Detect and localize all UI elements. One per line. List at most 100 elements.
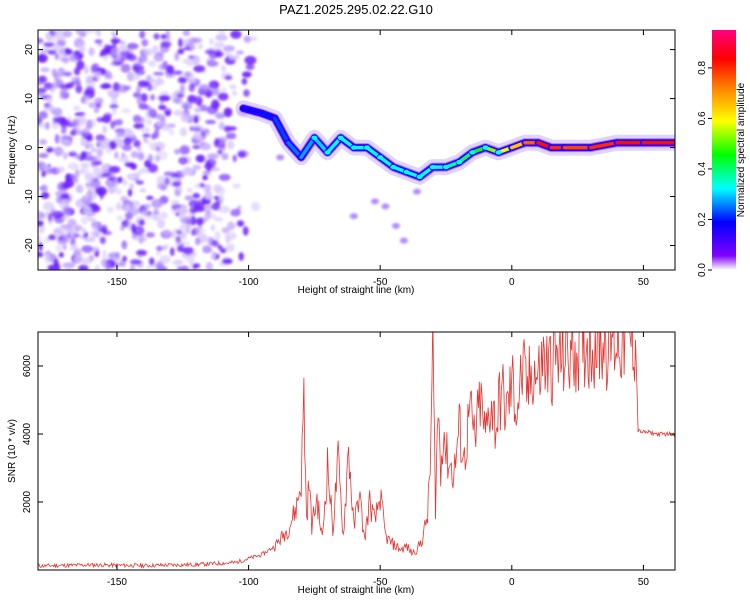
noise-blob	[46, 34, 53, 42]
noise-blob	[138, 167, 149, 174]
noise-blob	[143, 137, 148, 143]
noise-blob	[218, 173, 231, 181]
noise-blob	[230, 30, 242, 39]
noise-blob	[173, 109, 185, 116]
noise-blob	[39, 139, 48, 146]
noise-blob	[73, 248, 83, 257]
noise-blob	[108, 176, 118, 182]
noise-blob	[153, 33, 160, 40]
noise-blob	[139, 102, 148, 110]
noise-blob	[100, 83, 112, 90]
ridge-core	[273, 116, 290, 145]
noise-blob	[90, 179, 101, 188]
x-tick-label: 0	[509, 577, 515, 588]
noise-blob	[126, 173, 138, 181]
noise-blob	[229, 84, 237, 89]
noise-blob	[232, 183, 241, 190]
noise-blob	[391, 222, 400, 229]
noise-blob	[59, 120, 68, 129]
noise-blob	[141, 39, 149, 47]
noise-blob	[75, 76, 81, 87]
noise-blob	[206, 153, 218, 160]
noise-blob	[153, 52, 164, 62]
noise-blob	[224, 75, 233, 81]
y-tick-label: -10	[24, 189, 35, 204]
noise-blob	[197, 44, 203, 49]
noise-blob	[93, 71, 102, 79]
noise-blob	[217, 35, 226, 41]
noise-blob	[211, 202, 221, 211]
noise-blob	[136, 95, 142, 105]
noise-blob	[203, 164, 215, 169]
noise-blob	[61, 198, 71, 204]
noise-blob	[92, 30, 101, 34]
noise-blob	[236, 50, 244, 55]
noise-blob	[52, 116, 58, 124]
noise-blob	[242, 71, 252, 78]
noise-blob	[73, 105, 81, 111]
noise-blob	[74, 112, 86, 117]
noise-blob	[225, 243, 235, 252]
noise-blob	[276, 154, 285, 161]
noise-blob	[192, 164, 202, 170]
noise-blob	[87, 155, 99, 161]
noise-blob	[57, 67, 66, 77]
noise-blob	[237, 151, 246, 158]
noise-blob	[110, 30, 115, 36]
noise-blob	[133, 139, 141, 148]
noise-blob	[84, 65, 89, 75]
noise-blob	[243, 89, 250, 97]
snr-panel: -150 -100 -50 0 50 2000 4000 6000 Height of st…	[7, 331, 676, 596]
snr-x-ticks: -150 -100 -50 0 50	[107, 332, 649, 588]
noise-blob	[67, 218, 77, 228]
noise-blob	[185, 57, 197, 67]
noise-blob	[67, 162, 79, 170]
noise-blob	[176, 229, 183, 235]
ridge-spot	[403, 169, 410, 175]
noise-blob	[182, 30, 191, 37]
noise-blob	[145, 265, 157, 270]
noise-blob	[52, 107, 63, 117]
noise-blob	[38, 210, 44, 220]
snr-y-axis-label: SNR (10 * v/v)	[7, 419, 18, 483]
noise-blob	[117, 118, 123, 125]
noise-blob	[127, 54, 137, 62]
noise-blob	[250, 36, 258, 42]
noise-blob	[223, 125, 232, 133]
noise-blob	[85, 86, 95, 95]
noise-blob	[74, 200, 84, 206]
noise-blob	[117, 84, 129, 94]
noise-blob	[210, 224, 215, 232]
noise-blob	[194, 183, 201, 189]
noise-blob	[225, 132, 237, 140]
noise-blob	[129, 264, 136, 270]
noise-blob	[199, 104, 208, 112]
noise-blob	[62, 262, 75, 270]
noise-blob	[105, 147, 113, 154]
noise-blob	[217, 244, 223, 250]
noise-blob	[120, 225, 125, 231]
noise-blob	[148, 257, 155, 266]
noise-blob	[155, 251, 161, 256]
noise-blob	[124, 161, 135, 167]
noise-blob	[115, 251, 121, 261]
noise-blob	[174, 148, 181, 155]
noise-blob	[244, 55, 257, 65]
noise-blob	[80, 136, 85, 147]
ridge-spot	[324, 150, 331, 155]
noise-blob	[95, 102, 102, 109]
noise-blob	[75, 153, 81, 160]
noise-blob	[185, 217, 194, 226]
colorbar-tick-label: 0.8	[697, 61, 708, 75]
y-tick-label: -20	[24, 238, 35, 253]
noise-blob	[41, 170, 46, 178]
noise-blob	[91, 245, 101, 252]
noise-blob	[47, 234, 57, 241]
snr-x-axis-label: Height of straight line (km)	[298, 585, 415, 596]
noise-blob	[61, 57, 70, 63]
noise-blob	[205, 261, 213, 270]
snr-frame	[37, 331, 676, 571]
x-tick-label: -150	[107, 577, 127, 588]
noise-blob	[70, 236, 76, 247]
noise-blob	[156, 76, 162, 86]
